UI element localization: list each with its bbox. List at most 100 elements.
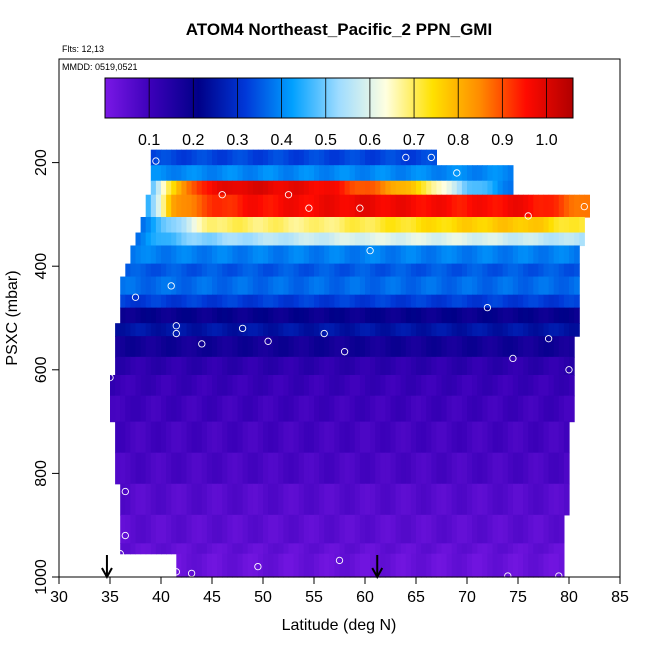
heatmap-cell xyxy=(487,553,494,578)
heatmap-cell xyxy=(512,232,519,247)
heatmap-cell xyxy=(283,323,290,337)
heatmap-cell xyxy=(482,514,488,544)
heatmap-cell xyxy=(283,216,290,234)
heatmap-cell xyxy=(472,356,478,376)
heatmap-cell xyxy=(140,421,147,454)
heatmap-cell xyxy=(487,165,494,182)
heatmap-cell xyxy=(467,294,473,309)
heatmap-cell xyxy=(405,395,412,423)
heatmap-cell xyxy=(237,395,244,423)
heatmap-cell xyxy=(268,194,274,218)
heatmap-cell xyxy=(324,216,330,234)
heatmap-cell xyxy=(569,356,575,376)
heatmap-cell xyxy=(308,374,315,397)
heatmap-cell xyxy=(268,543,274,555)
heatmap-cell xyxy=(400,276,407,296)
heatmap-cell xyxy=(538,232,545,247)
heatmap-cell xyxy=(431,543,437,555)
heatmap-cell xyxy=(217,216,223,234)
heatmap-cell xyxy=(150,514,157,544)
heatmap-cell xyxy=(416,553,422,578)
heatmap-cell xyxy=(365,180,371,196)
heatmap-cell xyxy=(380,276,386,296)
heatmap-cell xyxy=(533,336,539,358)
heatmap-cell xyxy=(497,395,504,423)
heatmap-cell xyxy=(242,307,249,324)
heatmap-cell xyxy=(273,149,279,166)
heatmap-cell xyxy=(263,452,269,485)
heatmap-cell xyxy=(492,245,499,265)
heatmap-cell xyxy=(273,553,279,578)
heatmap-cell xyxy=(257,323,264,337)
heatmap-cell xyxy=(410,149,417,166)
heatmap-cell xyxy=(242,374,249,397)
heatmap-cell xyxy=(390,553,397,578)
heatmap-cell xyxy=(268,553,274,578)
heatmap-cell xyxy=(512,263,519,278)
heatmap-cell xyxy=(574,323,580,337)
heatmap-cell xyxy=(523,245,529,265)
heatmap-cell xyxy=(359,323,366,337)
heatmap-cell xyxy=(268,232,274,247)
heatmap-cell xyxy=(359,374,366,397)
heatmap-cell xyxy=(161,263,167,278)
heatmap-cell xyxy=(492,514,499,544)
heatmap-cell xyxy=(298,263,305,278)
heatmap-cell xyxy=(349,514,356,544)
heatmap-cell xyxy=(421,149,427,166)
sample-point xyxy=(106,373,114,382)
heatmap-cell xyxy=(410,194,417,218)
sample-point xyxy=(172,568,180,576)
heatmap-cell xyxy=(563,216,570,234)
heatmap-cell xyxy=(288,307,295,324)
heatmap-cell xyxy=(339,514,346,544)
heatmap-cell xyxy=(298,194,305,218)
heatmap-cell xyxy=(181,336,188,358)
heatmap-cell xyxy=(319,374,325,397)
heatmap-cell xyxy=(548,356,555,376)
heatmap-cell xyxy=(380,294,386,309)
heatmap-cell xyxy=(242,245,249,265)
heatmap-cell xyxy=(507,421,514,454)
heatmap-cell xyxy=(324,323,330,337)
heatmap-cell xyxy=(293,323,300,337)
heatmap-cell xyxy=(502,483,509,516)
heatmap-cell xyxy=(507,336,514,358)
heatmap-cell xyxy=(395,263,402,278)
heatmap-cell xyxy=(472,307,478,324)
heatmap-cell xyxy=(569,323,575,337)
heatmap-cell xyxy=(472,553,478,578)
heatmap-cell xyxy=(339,232,346,247)
heatmap-cell xyxy=(528,194,534,218)
heatmap-cell xyxy=(349,180,356,196)
heatmap-cell xyxy=(390,276,397,296)
heatmap-cell xyxy=(273,232,279,247)
heatmap-cell xyxy=(334,294,341,309)
heatmap-cell xyxy=(268,483,274,516)
heatmap-cell xyxy=(298,395,305,423)
heatmap-cell xyxy=(268,149,274,166)
heatmap-cell xyxy=(436,216,443,234)
heatmap-cell xyxy=(467,336,473,358)
heatmap-cell xyxy=(370,336,376,358)
heatmap-cell xyxy=(421,165,427,182)
heatmap-cell xyxy=(436,395,443,423)
heatmap-cell xyxy=(553,553,560,578)
heatmap-cell xyxy=(191,216,198,234)
heatmap-cell xyxy=(247,356,254,376)
heatmap-cell xyxy=(308,232,315,247)
heatmap-cell xyxy=(171,263,177,278)
heatmap-cell xyxy=(569,245,575,265)
heatmap-cell xyxy=(155,216,162,234)
colorbar-tick-label: 0.2 xyxy=(182,132,204,149)
heatmap-cell xyxy=(563,336,570,358)
heatmap-cell xyxy=(324,149,330,166)
heatmap-cell xyxy=(252,232,259,247)
heatmap-cell xyxy=(380,307,386,324)
heatmap-cell xyxy=(186,194,193,218)
heatmap-cell xyxy=(344,421,351,454)
heatmap-cell xyxy=(222,307,228,324)
heatmap-cell xyxy=(543,553,550,578)
heatmap-cell xyxy=(222,421,228,454)
heatmap-cell xyxy=(477,232,483,247)
